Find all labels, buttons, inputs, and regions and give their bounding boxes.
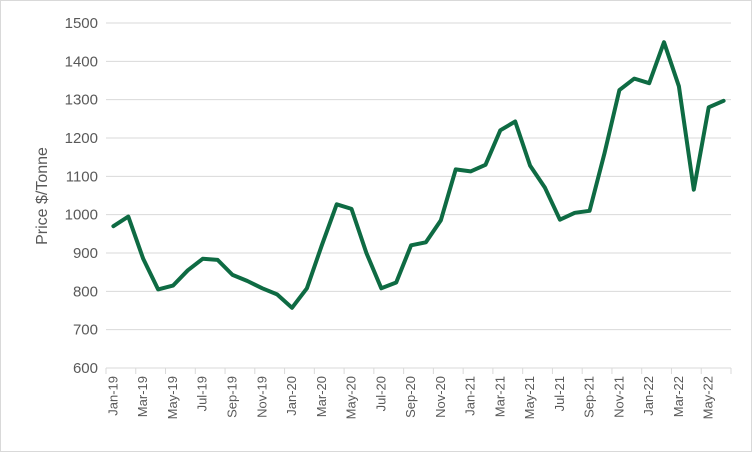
x-tick-label: Sep-20 [403,376,418,418]
x-tick-label: Jan-21 [463,376,478,416]
y-tick-label: 1000 [65,207,98,224]
x-axis-tick-labels: Jan-19 Mar-19 May-19 Jul-19 Sep-19 Nov-19 Jan-… [105,376,715,419]
x-tick-label: May-20 [344,376,359,419]
x-tick-label: Nov-19 [254,376,269,418]
x-tick-label: Sep-19 [224,376,239,418]
x-tick-label: Jul-19 [195,376,210,411]
x-tick-label: Nov-20 [433,376,448,418]
gridlines [106,22,731,331]
y-axis-tick-labels: 600 700 800 900 1000 1100 1200 1300 1400 1500 [65,15,98,377]
x-tick-label: May-21 [522,376,537,419]
x-tick-label: Mar-19 [135,376,150,417]
x-tick-label: Jan-19 [105,376,120,416]
y-tick-label: 1500 [65,15,98,32]
y-tick-label: 800 [73,283,98,300]
x-tick-label: Jul-21 [552,376,567,411]
x-tick-label: Mar-21 [492,376,507,417]
y-axis-label: Price $/Tonne [34,147,51,245]
y-tick-label: 1100 [66,168,98,185]
x-axis-tick-marks [105,368,732,374]
x-tick-label: Jan-22 [641,376,656,416]
y-tick-label: 900 [73,245,98,262]
x-tick-label: Jan-20 [284,376,299,416]
x-tick-label: Jul-20 [373,376,388,411]
y-tick-label: 1400 [65,53,98,70]
price-series-line [111,40,726,310]
x-tick-label: May-22 [701,376,716,419]
x-tick-label: Nov-21 [611,376,626,418]
x-tick-label: Sep-21 [582,376,597,418]
y-tick-label: 700 [73,322,98,339]
x-tick-label: Mar-20 [314,376,329,417]
x-tick-label: Mar-22 [671,376,686,417]
y-tick-label: 1300 [65,92,98,109]
y-tick-label: 1200 [65,130,98,147]
y-tick-label: 600 [73,360,98,377]
x-tick-label: May-19 [165,376,180,419]
